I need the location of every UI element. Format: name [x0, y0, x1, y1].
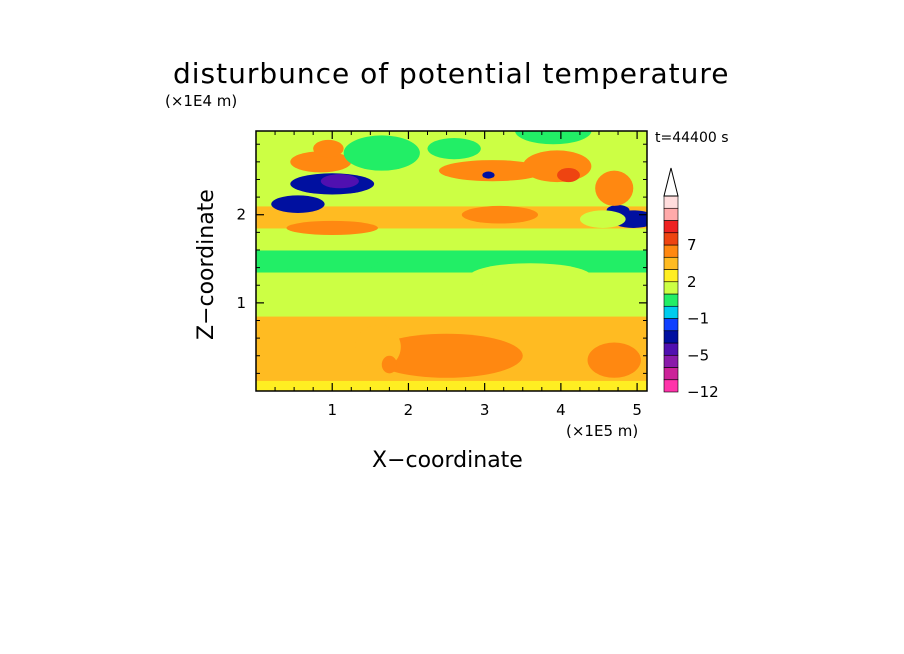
colorbar-segment: [663, 318, 679, 332]
colorbar-label: 2: [687, 273, 697, 291]
colorbar: −12−5−127: [663, 167, 719, 401]
x-tick-label: 5: [632, 401, 642, 419]
field-anomaly: [482, 171, 495, 179]
field-band: [256, 294, 647, 317]
field-anomaly: [343, 135, 420, 171]
field-anomaly: [271, 254, 378, 273]
colorbar-segment: [663, 354, 679, 368]
x-tick-label: 4: [556, 401, 566, 419]
chart-title: disturbunce of potential temperature: [173, 57, 730, 90]
field-anomaly: [438, 160, 546, 182]
contour-field: [256, 131, 647, 391]
colorbar-label: −1: [687, 310, 709, 328]
colorbar-label: −12: [687, 383, 719, 401]
colorbar-segment: [663, 244, 679, 258]
colorbar-segment: [663, 293, 679, 307]
x-axis-unit: (×1E5 m): [566, 422, 639, 440]
y-axis: 12: [236, 143, 647, 374]
y-tick-label: 1: [236, 294, 246, 312]
colorbar-extension: [663, 167, 679, 197]
x-axis: 1 2 3 4 5: [274, 131, 642, 419]
field-anomaly: [557, 168, 580, 183]
colorbar-segment: [663, 281, 679, 295]
field-anomaly: [515, 131, 592, 145]
colorbar-segment: [663, 379, 679, 393]
field-anomaly: [313, 139, 344, 158]
colorbar-segment: [663, 256, 679, 270]
field-anomaly: [461, 205, 539, 224]
colorbar-segment: [663, 220, 679, 234]
field-anomaly: [469, 263, 592, 290]
x-tick-label: 2: [404, 401, 414, 419]
field-anomaly: [286, 220, 378, 236]
colorbar-segment: [663, 342, 679, 356]
colorbar-label: 7: [687, 236, 697, 254]
field-anomaly: [271, 195, 325, 213]
field-anomaly: [427, 138, 481, 160]
colorbar-segment: [663, 232, 679, 246]
field-anomaly: [290, 151, 352, 173]
colorbar-label: −5: [687, 346, 709, 364]
field-anomaly: [522, 150, 592, 183]
field-band: [256, 380, 647, 391]
field-anomaly: [381, 355, 398, 374]
y-tick-label: 2: [236, 206, 246, 224]
colorbar-segment: [663, 330, 679, 344]
field-anomaly: [370, 333, 523, 378]
colorbar-segment: [663, 207, 679, 221]
y-axis-unit: (×1E4 m): [165, 92, 238, 110]
plot-frame: [255, 130, 648, 392]
x-axis-label: X−coordinate: [372, 448, 523, 473]
x-tick-label: 3: [480, 401, 490, 419]
x-tick-label: 1: [327, 401, 337, 419]
colorbar-segment: [663, 367, 679, 381]
colorbar-segment: [663, 195, 679, 209]
field-anomaly: [320, 174, 359, 189]
time-annotation: t=44400 s: [655, 130, 729, 146]
colorbar-segment: [663, 305, 679, 319]
field-anomaly: [579, 210, 626, 228]
colorbar-segment: [663, 269, 679, 283]
field-anomaly: [587, 342, 641, 378]
field-anomaly: [595, 170, 634, 206]
